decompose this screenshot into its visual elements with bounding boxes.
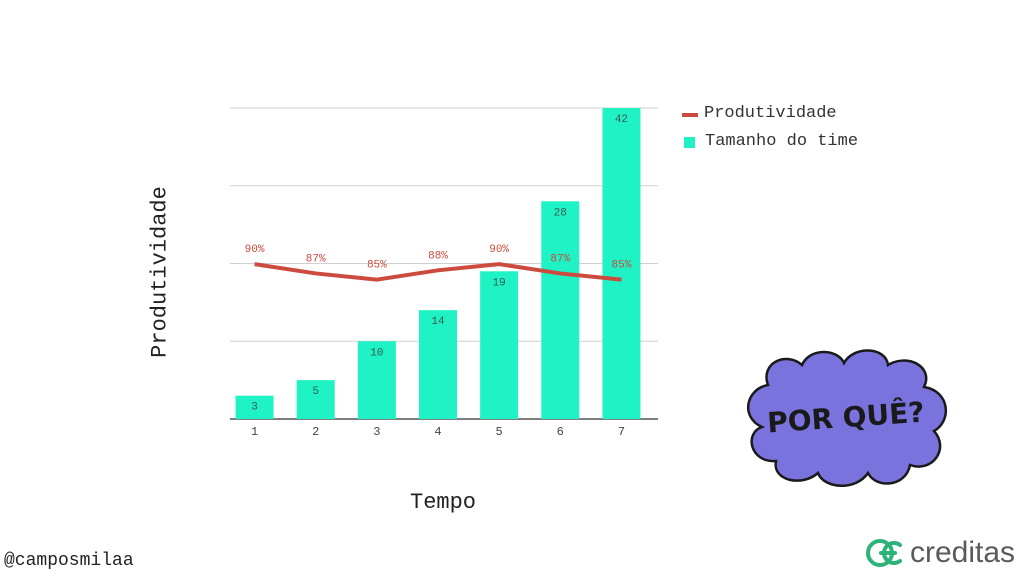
legend-label-bar: Tamanho do time xyxy=(705,132,859,151)
x-tick-labels: 1 2 3 4 5 6 7 xyxy=(251,425,625,439)
author-handle: @camposmilaa xyxy=(4,551,134,571)
x-tick-7: 7 xyxy=(618,425,625,439)
bar-label-4: 14 xyxy=(431,316,445,328)
line-data-labels: 90% 87% 85% 88% 90% 87% 85% xyxy=(245,244,632,272)
bar-4 xyxy=(419,310,457,419)
line-label-1: 90% xyxy=(245,244,265,256)
productivity-line xyxy=(254,262,622,282)
cloud-shape xyxy=(746,349,948,487)
bar-6 xyxy=(541,201,580,419)
legend-swatch-bar xyxy=(684,137,695,148)
x-tick-6: 6 xyxy=(557,425,564,439)
line-label-7: 85% xyxy=(612,260,632,272)
bar-1 xyxy=(235,395,274,419)
callout-cloud: POR QUÊ? xyxy=(746,349,948,487)
legend-item-line: Produtividade xyxy=(682,104,865,124)
y-axis-label: Produtividade xyxy=(147,186,173,358)
line-label-6: 87% xyxy=(550,253,570,265)
bar-data-labels: 3 5 10 14 19 28 42 xyxy=(251,114,628,414)
x-axis-label: Tempo xyxy=(409,490,477,515)
legend-label-line: Produtividade xyxy=(704,104,837,123)
brand-logo: creditas xyxy=(864,536,1015,570)
bar-label-2: 5 xyxy=(312,386,319,398)
bar-3 xyxy=(357,341,396,419)
line-label-2: 87% xyxy=(306,253,326,265)
creditas-logo-icon xyxy=(866,539,902,567)
bar-label-5: 19 xyxy=(493,277,506,289)
line-label-5: 90% xyxy=(489,244,509,256)
bar-label-3: 10 xyxy=(370,347,383,359)
bar-7 xyxy=(602,108,641,419)
x-tick-1: 1 xyxy=(251,425,258,439)
bar-label-1: 3 xyxy=(251,402,258,414)
bar-series xyxy=(235,108,641,419)
legend-item-bar: Tamanho do time xyxy=(682,132,865,152)
line-label-3: 85% xyxy=(367,260,387,272)
x-tick-5: 5 xyxy=(496,425,503,439)
bar-label-7: 42 xyxy=(615,114,628,126)
legend-swatch-line xyxy=(682,113,698,117)
legend: Produtividade Tamanho do time xyxy=(682,104,865,160)
bar-5 xyxy=(480,271,519,419)
x-tick-3: 3 xyxy=(373,425,380,439)
x-tick-2: 2 xyxy=(312,425,319,439)
bar-label-6: 28 xyxy=(554,207,567,219)
x-tick-4: 4 xyxy=(434,425,441,439)
bar-2 xyxy=(296,380,335,419)
brand-name: creditas xyxy=(910,536,1016,569)
line-label-4: 88% xyxy=(428,250,448,262)
